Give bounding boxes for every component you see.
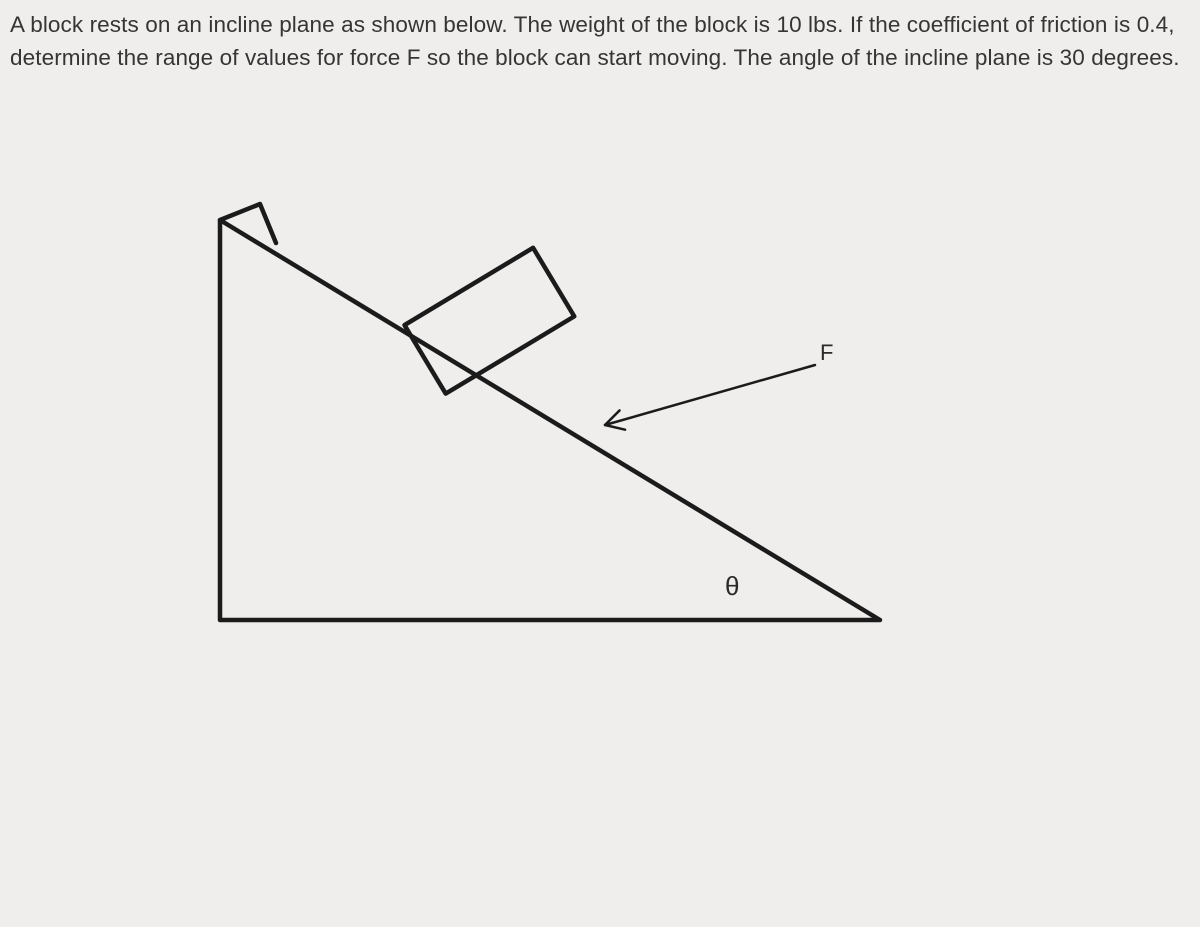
- force-label: F: [820, 340, 833, 365]
- force-arrow-shaft: [605, 365, 815, 425]
- angle-theta-label: θ: [725, 571, 739, 601]
- block: [405, 248, 575, 394]
- problem-statement: A block rests on an incline plane as sho…: [10, 8, 1190, 75]
- incline-diagram: Fθ: [180, 190, 900, 650]
- diagram-svg: Fθ: [180, 190, 900, 650]
- page: A block rests on an incline plane as sho…: [0, 0, 1200, 927]
